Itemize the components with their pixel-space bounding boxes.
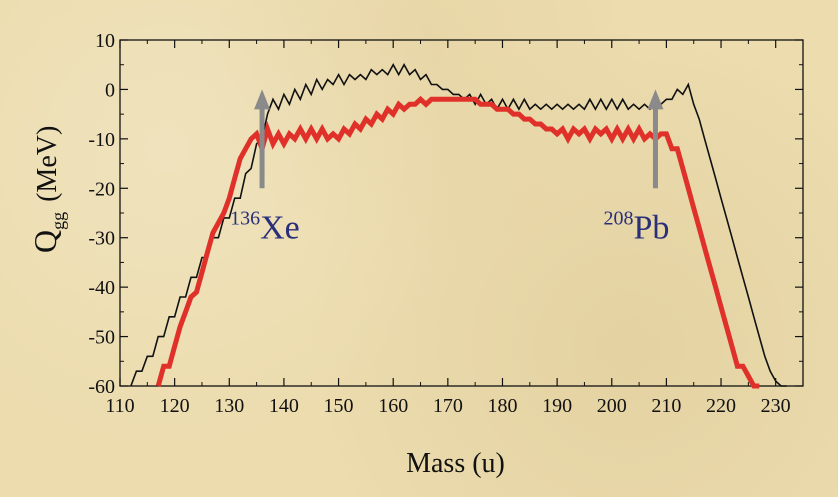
x-tick-label: 180 [487, 395, 517, 417]
x-tick-label: 160 [378, 395, 408, 417]
y-tick-label: -40 [88, 277, 115, 299]
x-tick-label: 190 [542, 395, 572, 417]
y-tick-label: 10 [95, 30, 115, 52]
y-tick-label: -10 [88, 129, 115, 151]
y-axis-unit: (MeV) [32, 126, 63, 202]
x-tick-label: 220 [706, 395, 736, 417]
xe-label: 136Xe [230, 207, 300, 246]
arrow-head [647, 89, 663, 109]
y-tick-label: 0 [105, 79, 115, 101]
element-symbol: Xe [260, 209, 300, 246]
y-axis-subscript: gg [48, 212, 68, 230]
x-tick-label: 110 [105, 395, 134, 417]
x-tick-label: 200 [597, 395, 627, 417]
isotope-mass-number: 136 [230, 207, 260, 229]
y-axis-symbol: Q [27, 230, 63, 253]
x-tick-label: 120 [160, 395, 190, 417]
y-tick-label: -50 [88, 327, 115, 349]
y-tick-label: -60 [88, 376, 115, 398]
isotope-mass-number: 208 [603, 207, 633, 229]
pb-label: 208Pb [603, 207, 669, 246]
y-tick-label: -30 [88, 228, 115, 250]
x-tick-label: 170 [433, 395, 463, 417]
annotation-arrows: 136Xe 208Pb [230, 89, 669, 246]
y-tick-label: -20 [88, 178, 115, 200]
x-tick-label: 130 [214, 395, 244, 417]
x-axis-title: Mass (u) [406, 448, 505, 479]
y-axis-title: Qgg (MeV) [27, 126, 68, 253]
x-tick-label: 140 [269, 395, 299, 417]
x-tick-label: 230 [761, 395, 791, 417]
arrow-head [254, 89, 270, 109]
element-symbol: Pb [633, 209, 669, 246]
x-tick-label: 210 [651, 395, 681, 417]
x-tick-label: 150 [324, 395, 354, 417]
